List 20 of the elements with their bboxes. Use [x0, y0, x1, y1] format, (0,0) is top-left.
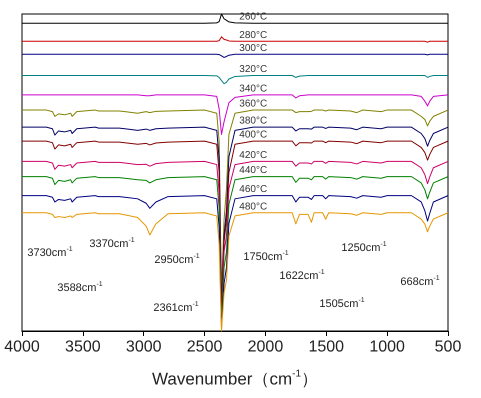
series-label: 400°C — [239, 130, 268, 141]
series-label: 360°C — [239, 98, 268, 110]
x-tick-label: 500 — [434, 338, 462, 356]
series-label: 440°C — [239, 165, 268, 176]
x-tick-label: 4000 — [4, 338, 40, 356]
series-label: 280°C — [239, 30, 268, 41]
series-label: 480°C — [239, 201, 268, 212]
x-tick-label: 1000 — [369, 338, 406, 356]
x-tick-label: 2500 — [186, 338, 222, 356]
series-label: 260°C — [239, 12, 268, 23]
x-tick-label: 3500 — [65, 338, 101, 356]
series-label: 460°C — [239, 184, 268, 196]
x-tick-label: 1500 — [308, 338, 344, 356]
x-tick-label: 3000 — [126, 338, 162, 356]
series-label: 340°C — [239, 83, 268, 94]
series-label: 420°C — [239, 150, 268, 161]
series-label: 380°C — [239, 116, 268, 127]
series-label: 320°C — [239, 64, 268, 75]
x-tick-label: 2000 — [248, 338, 284, 356]
series-label: 300°C — [239, 42, 268, 54]
